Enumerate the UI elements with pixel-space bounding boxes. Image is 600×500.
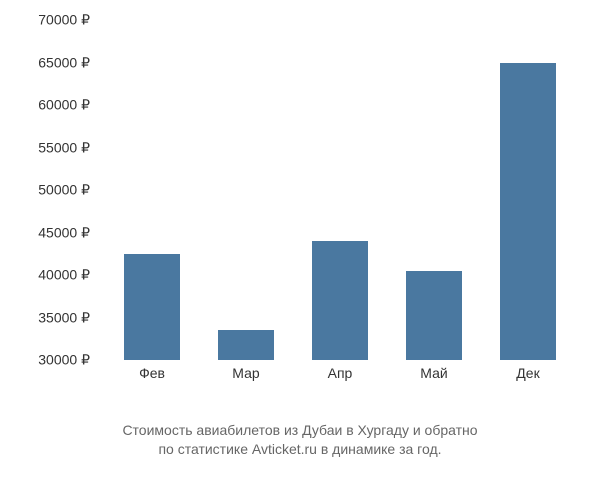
y-tick: 40000 ₽ xyxy=(38,267,90,284)
x-tick: Мар xyxy=(232,365,259,381)
bar xyxy=(312,241,368,360)
x-axis: Фев Мар Апр Май Дек xyxy=(105,365,575,395)
bar xyxy=(500,63,556,361)
caption-line2: по статистике Avticket.ru в динамике за … xyxy=(158,441,441,457)
bar xyxy=(124,254,180,360)
y-tick: 35000 ₽ xyxy=(38,309,90,326)
y-tick: 50000 ₽ xyxy=(38,182,90,199)
chart-container: 30000 ₽ 35000 ₽ 40000 ₽ 45000 ₽ 50000 ₽ 55000… xyxy=(20,20,580,400)
y-axis: 30000 ₽35000 ₽40000 ₽45000 ₽50000 ₽55000… xyxy=(20,20,100,360)
bar xyxy=(406,271,462,360)
y-tick: 65000 ₽ xyxy=(38,54,90,71)
y-tick: 45000 ₽ xyxy=(38,224,90,241)
x-tick: Май xyxy=(420,365,447,381)
caption-line1: Стоимость авиабилетов из Дубаи в Хургаду… xyxy=(122,422,477,438)
y-tick: 60000 ₽ xyxy=(38,97,90,114)
x-tick: Фев xyxy=(139,365,165,381)
x-tick: Дек xyxy=(516,365,539,381)
y-tick: 55000 ₽ xyxy=(38,139,90,156)
bar xyxy=(218,330,274,360)
chart-caption: Стоимость авиабилетов из Дубаи в Хургаду… xyxy=(0,421,600,460)
plot-area xyxy=(105,20,575,360)
y-tick: 30000 ₽ xyxy=(38,352,90,369)
y-tick: 70000 ₽ xyxy=(38,12,90,29)
x-tick: Апр xyxy=(328,365,353,381)
